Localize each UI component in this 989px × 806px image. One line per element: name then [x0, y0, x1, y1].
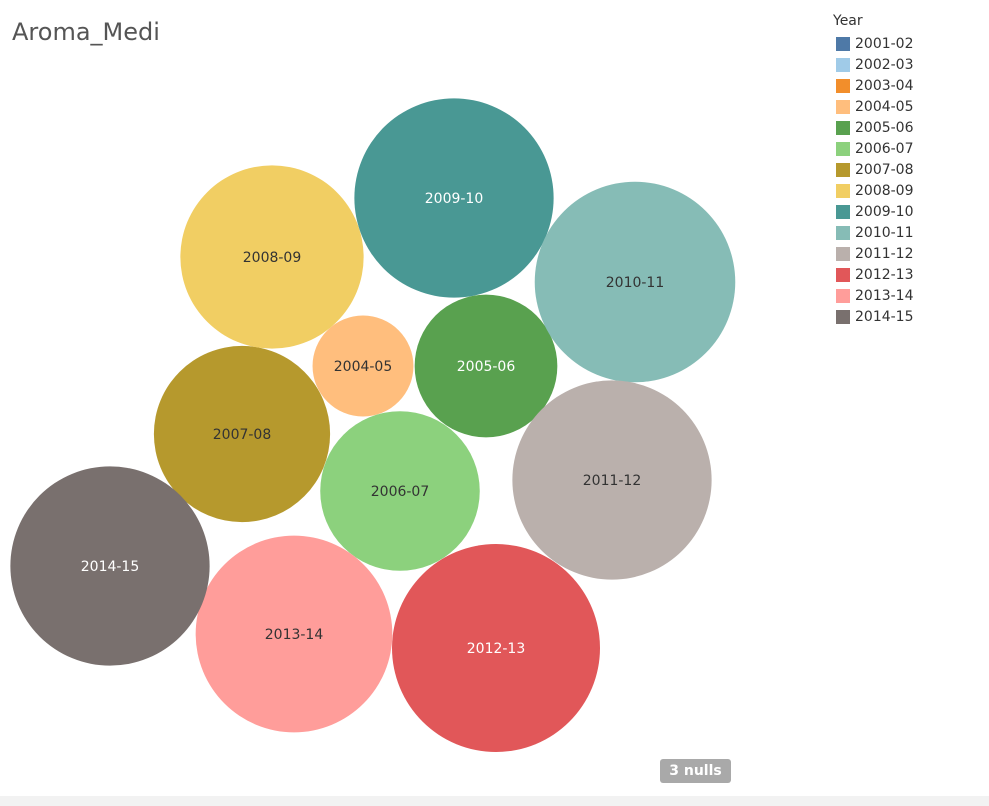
legend-label: 2014-15	[855, 308, 914, 325]
bubble-2008-09[interactable]: 2008-09	[180, 165, 364, 349]
bubble-circle[interactable]	[512, 380, 712, 580]
legend-swatch	[836, 288, 850, 303]
bubble-circle[interactable]	[320, 411, 480, 571]
bubble-2007-08[interactable]: 2007-08	[153, 345, 331, 523]
bubble-circle[interactable]	[414, 294, 558, 438]
legend-title: Year	[833, 13, 863, 29]
legend-label: 2004-05	[855, 98, 914, 115]
legend-swatch	[836, 141, 850, 156]
legend-label: 2011-12	[855, 245, 914, 262]
legend-swatch	[836, 99, 850, 114]
legend-item[interactable]: 2004-05	[833, 96, 914, 117]
bubble-label: 2008-09	[243, 250, 302, 266]
legend-item[interactable]: 2011-12	[833, 243, 914, 264]
legend-item[interactable]: 2002-03	[833, 54, 914, 75]
bottom-bar	[0, 796, 989, 806]
legend-item[interactable]: 2006-07	[833, 138, 914, 159]
chart-title: Aroma_Medi	[12, 18, 160, 46]
legend-swatch	[836, 267, 850, 282]
nulls-badge[interactable]: 3 nulls	[660, 759, 731, 783]
legend-item[interactable]: 2009-10	[833, 201, 914, 222]
legend-item[interactable]: 2001-02	[833, 33, 914, 54]
bubble-2014-15[interactable]: 2014-15	[10, 466, 210, 666]
bubble-label: 2010-11	[606, 275, 665, 291]
bubble-label: 2012-13	[467, 641, 526, 657]
legend-label: 2010-11	[855, 224, 914, 241]
legend-swatch	[836, 309, 850, 324]
legend-label: 2009-10	[855, 203, 914, 220]
bubble-label: 2009-10	[425, 191, 484, 207]
legend-label: 2005-06	[855, 119, 914, 136]
bubble-2012-13[interactable]: 2012-13	[392, 544, 600, 752]
legend-label: 2003-04	[855, 77, 914, 94]
bubble-2005-06[interactable]: 2005-06	[414, 294, 558, 438]
legend-swatch	[836, 78, 850, 93]
bubble-label: 2011-12	[583, 473, 642, 489]
legend-label: 2012-13	[855, 266, 914, 283]
bubble-label: 2013-14	[265, 627, 324, 643]
legend-swatch	[836, 225, 850, 240]
legend-item[interactable]: 2008-09	[833, 180, 914, 201]
bubble-2010-11[interactable]: 2010-11	[534, 181, 736, 383]
legend-items: 2001-02 2002-03 2003-04 2004-05 2005-06 2006-…	[833, 33, 914, 327]
bubble-2004-05[interactable]: 2004-05	[312, 315, 414, 417]
bubble-circle[interactable]	[312, 315, 414, 417]
legend-swatch	[836, 246, 850, 261]
legend-swatch	[836, 162, 850, 177]
legend: Year 2001-02 2002-03 2003-04 2004-05 2005-06…	[833, 13, 914, 327]
bubble-circle[interactable]	[195, 535, 393, 733]
bubble-2009-10[interactable]: 2009-10	[354, 98, 554, 298]
legend-item[interactable]: 2005-06	[833, 117, 914, 138]
legend-label: 2013-14	[855, 287, 914, 304]
bubble-label: 2014-15	[81, 559, 140, 575]
legend-swatch	[836, 183, 850, 198]
legend-label: 2001-02	[855, 35, 914, 52]
legend-item[interactable]: 2003-04	[833, 75, 914, 96]
bubble-2006-07[interactable]: 2006-07	[320, 411, 480, 571]
legend-item[interactable]: 2010-11	[833, 222, 914, 243]
bubble-circle[interactable]	[10, 466, 210, 666]
legend-swatch	[836, 57, 850, 72]
bubble-chart: 2004-05 2005-06 2006-07 2007-08 2008-09 2009-…	[10, 98, 736, 752]
bubble-circle[interactable]	[534, 181, 736, 383]
bubble-label: 2005-06	[457, 359, 516, 375]
legend-swatch	[836, 204, 850, 219]
legend-label: 2002-03	[855, 56, 914, 73]
bubble-label: 2006-07	[371, 484, 430, 500]
legend-item[interactable]: 2007-08	[833, 159, 914, 180]
legend-item[interactable]: 2013-14	[833, 285, 914, 306]
legend-label: 2006-07	[855, 140, 914, 157]
bubble-label: 2004-05	[334, 359, 393, 375]
bubble-label: 2007-08	[213, 427, 272, 443]
legend-swatch	[836, 120, 850, 135]
legend-label: 2007-08	[855, 161, 914, 178]
legend-label: 2008-09	[855, 182, 914, 199]
legend-item[interactable]: 2014-15	[833, 306, 914, 327]
bubble-2011-12[interactable]: 2011-12	[512, 380, 712, 580]
bubble-circle[interactable]	[392, 544, 600, 752]
legend-item[interactable]: 2012-13	[833, 264, 914, 285]
bubble-circle[interactable]	[153, 345, 331, 523]
bubble-circle[interactable]	[354, 98, 554, 298]
legend-swatch	[836, 36, 850, 51]
bubble-2013-14[interactable]: 2013-14	[195, 535, 393, 733]
bubble-circle[interactable]	[180, 165, 364, 349]
